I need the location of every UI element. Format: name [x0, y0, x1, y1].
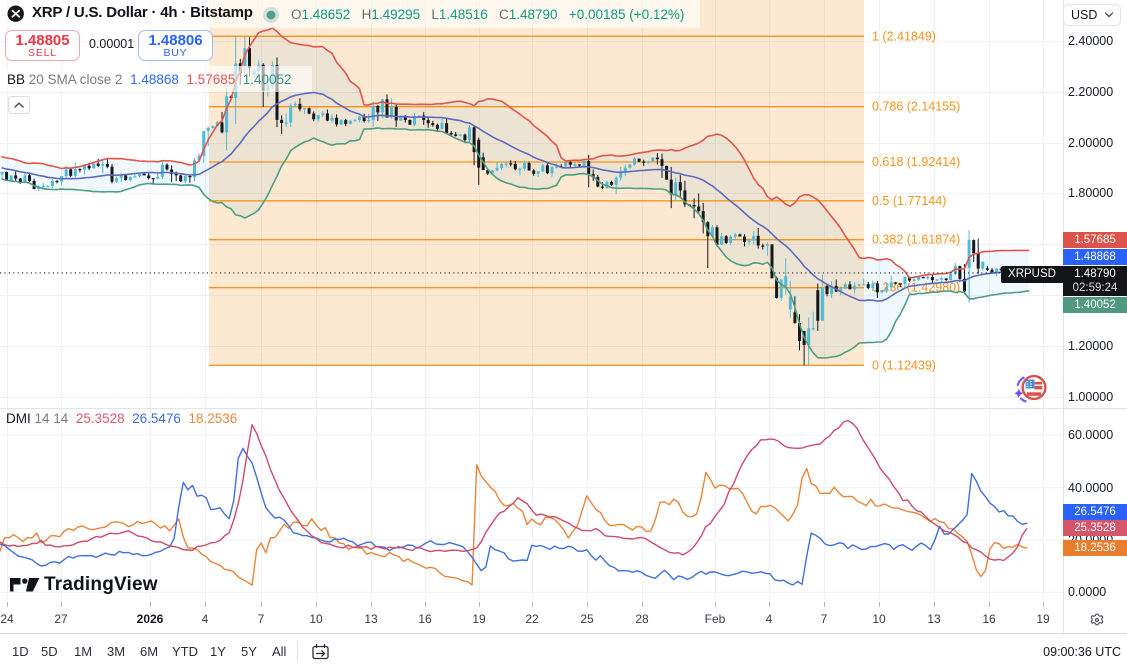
- svg-text:0.382 (1.61874): 0.382 (1.61874): [872, 233, 960, 247]
- svg-text:1 (2.41849): 1 (2.41849): [872, 29, 936, 43]
- svg-text:0.618 (1.92414): 0.618 (1.92414): [872, 155, 960, 169]
- svg-text:0.5 (1.77144): 0.5 (1.77144): [872, 194, 946, 208]
- svg-text:TradingView: TradingView: [44, 574, 158, 595]
- svg-text:0 (1.12439): 0 (1.12439): [872, 358, 936, 372]
- svg-text:0.786 (2.14155): 0.786 (2.14155): [872, 100, 960, 114]
